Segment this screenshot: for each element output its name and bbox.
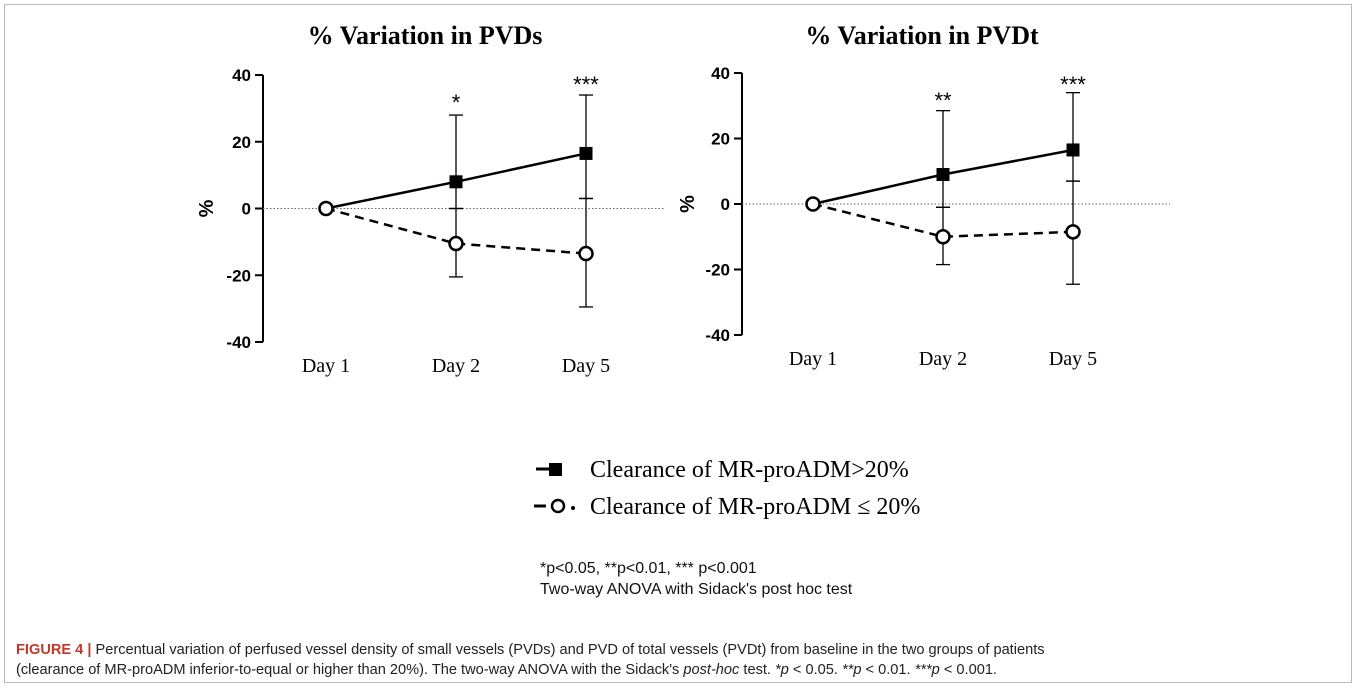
data-point xyxy=(449,175,463,189)
x-tick-label: Day 2 xyxy=(432,355,480,377)
data-point xyxy=(318,200,334,217)
y-axis-label: % xyxy=(677,195,699,213)
legend-dot xyxy=(571,506,575,510)
data-point xyxy=(805,196,821,212)
y-tick-label: 40 xyxy=(232,66,251,85)
significance-note: *p<0.05, **p<0.01, *** p<0.001 xyxy=(540,560,757,577)
chart-panel-pvds: % Variation in PVDs% 40 20 0 -20 -40 Day 1 Day … xyxy=(196,21,665,377)
chart-title: % Variation in PVDs xyxy=(308,21,543,50)
chart-panel-pvdt: % Variation in PVDt% 40 20 0 -20 -40 Day 1 Day … xyxy=(677,21,1170,370)
y-tick-label: -20 xyxy=(226,266,251,285)
y-tick-label: -40 xyxy=(705,326,730,345)
legend-marker-square xyxy=(549,463,562,476)
legend: Clearance of MR-proADM>20% Clearance of … xyxy=(534,457,920,520)
x-tick-label: Day 2 xyxy=(919,348,967,370)
figure-caption: FIGURE 4 | Percentual variation of perfu… xyxy=(16,642,1045,678)
y-tick-label: -20 xyxy=(705,261,730,280)
data-point xyxy=(1065,224,1081,240)
data-point xyxy=(448,235,464,252)
x-tick-label: Day 5 xyxy=(1049,348,1097,370)
y-tick-label: 0 xyxy=(242,200,251,219)
data-point xyxy=(1066,143,1080,157)
y-tick-label: -40 xyxy=(226,333,251,352)
data-point xyxy=(936,168,950,182)
figure-frame xyxy=(4,4,1352,683)
y-tick-label: 40 xyxy=(711,64,730,83)
y-tick-label: 0 xyxy=(721,195,730,214)
caption-text-1: Percentual variation of perfused vessel … xyxy=(95,642,1045,658)
legend-label-high: Clearance of MR-proADM>20% xyxy=(590,457,909,483)
significance-marker: ** xyxy=(934,88,952,113)
data-point xyxy=(578,245,594,262)
x-tick-label: Day 5 xyxy=(562,355,610,377)
x-tick-label: Day 1 xyxy=(302,355,350,377)
y-axis-label: % xyxy=(196,199,218,217)
data-point xyxy=(579,146,593,160)
significance-marker: *** xyxy=(573,72,599,97)
chart-title: % Variation in PVDt xyxy=(805,21,1039,50)
legend-label-low: Clearance of MR-proADM ≤ 20% xyxy=(590,494,920,520)
caption-label: FIGURE 4 | xyxy=(16,642,92,658)
y-tick-label: 20 xyxy=(232,133,251,152)
significance-marker: * xyxy=(452,90,461,115)
caption-text-2a: (clearance of MR-proADM inferior-to-equa… xyxy=(16,662,684,678)
test-note: Two-way ANOVA with Sidack's post hoc tes… xyxy=(540,581,853,598)
caption-italic: post-hoc xyxy=(683,662,740,678)
y-tick-label: 20 xyxy=(711,130,730,149)
significance-marker: *** xyxy=(1060,72,1086,97)
data-point xyxy=(935,229,951,245)
legend-marker-circle xyxy=(550,498,566,514)
x-tick-label: Day 1 xyxy=(789,348,837,370)
